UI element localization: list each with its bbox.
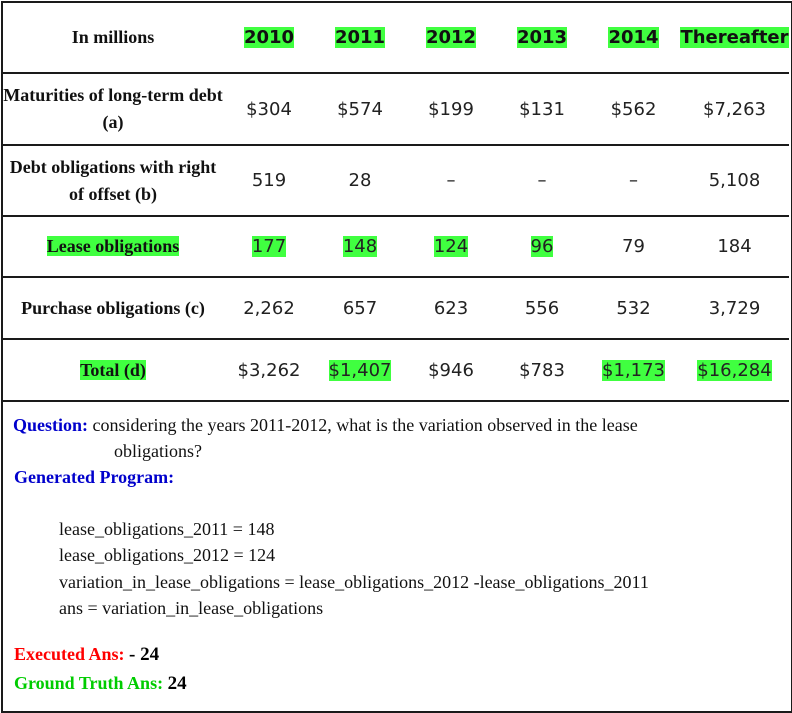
table-row: Maturities of long-term debt (a) $304 $5… (3, 73, 789, 145)
program-line: variation_in_lease_obligations = lease_o… (59, 571, 649, 592)
ground-truth-answer: Ground Truth Ans: 24 (14, 669, 783, 698)
table-row: Purchase obligations (c) 2,262 657 623 5… (3, 277, 789, 339)
financial-table: In millions 2010 2011 2012 2013 2014 The… (3, 3, 789, 402)
executed-value: - 24 (129, 644, 160, 666)
table-cell: 519 (251, 170, 287, 191)
table-cell: 79 (622, 236, 645, 257)
table-cell: 532 (616, 297, 651, 319)
table-cell: $946 (428, 359, 474, 381)
table-cell: – (629, 170, 638, 191)
table-cell: 5,108 (708, 170, 761, 191)
table-cell: $3,262 (237, 359, 301, 381)
table-cell: $16,284 (697, 359, 772, 381)
row-label: Debt obligations with right of offset (b… (9, 156, 217, 204)
ground-truth-label: Ground Truth Ans: (14, 673, 164, 694)
table-cell: 184 (717, 236, 752, 257)
header-label: In millions (71, 27, 155, 47)
table-cell: 177 (251, 236, 287, 257)
question-text-continued: obligations? (114, 441, 202, 461)
header-year: 2011 (334, 27, 386, 48)
table-cell: $304 (246, 98, 292, 120)
header-year: 2010 (243, 27, 295, 48)
table-cell: 28 (348, 170, 372, 191)
header-year: 2012 (425, 27, 477, 48)
row-label: Total (d) (80, 359, 146, 380)
header-year: Thereafter (680, 27, 789, 48)
table-cell: 2,262 (243, 297, 295, 319)
table-cell: $1,407 (328, 359, 392, 381)
program-line: lease_obligations_2011 = 148 (59, 519, 275, 539)
qa-section: Question: considering the years 2011-201… (13, 412, 783, 698)
table-cell: $574 (337, 98, 383, 120)
program-line: ans = variation_in_lease_obligations (59, 597, 324, 618)
question-text: considering the years 2011-2012, what is… (92, 415, 638, 435)
row-label: Lease obligations (46, 236, 180, 256)
table-header-row: In millions 2010 2011 2012 2013 2014 The… (3, 3, 789, 73)
table-row-total: Total (d) $3,262 $1,407 $946 $783 $1,173… (3, 339, 789, 401)
table-cell: 556 (524, 297, 560, 319)
table-row: Lease obligations 177 148 124 96 79 184 (3, 216, 789, 277)
program-line: lease_obligations_2012 = 124 (59, 545, 276, 566)
header-year: 2013 (516, 27, 568, 48)
table-cell: $562 (610, 98, 657, 120)
table-cell: 148 (342, 236, 378, 257)
question: Question: considering the years 2011-201… (13, 412, 783, 438)
table-cell: $7,263 (703, 98, 766, 120)
table-cell: 96 (530, 236, 554, 257)
table-cell: $783 (519, 359, 565, 381)
table-row: Debt obligations with right of offset (b… (3, 145, 789, 216)
table-cell: – (446, 170, 456, 191)
table-cell: 3,729 (708, 297, 761, 319)
table-cell: 623 (433, 297, 469, 319)
ground-truth-value: 24 (167, 673, 187, 695)
question-label: Question: (13, 415, 89, 435)
executed-answer: Executed Ans: - 24 (14, 640, 783, 669)
generated-program: lease_obligations_2011 = 148 lease_obliga… (13, 516, 783, 621)
row-label: Maturities of long-term debt (a) (3, 85, 223, 132)
table-cell: $1,173 (602, 359, 665, 381)
table-cell: 124 (433, 236, 469, 257)
program-label: Generated Program: (14, 467, 175, 487)
executed-label: Executed Ans: (14, 644, 125, 665)
table-cell: – (537, 170, 547, 191)
answers: Executed Ans: - 24 Ground Truth Ans: 24 (13, 640, 783, 698)
table-cell: 657 (342, 297, 378, 319)
header-year: 2014 (608, 27, 659, 48)
table-cell: $199 (428, 98, 474, 120)
row-label: Purchase obligations (c) (21, 297, 205, 318)
table-cell: $131 (519, 98, 565, 120)
